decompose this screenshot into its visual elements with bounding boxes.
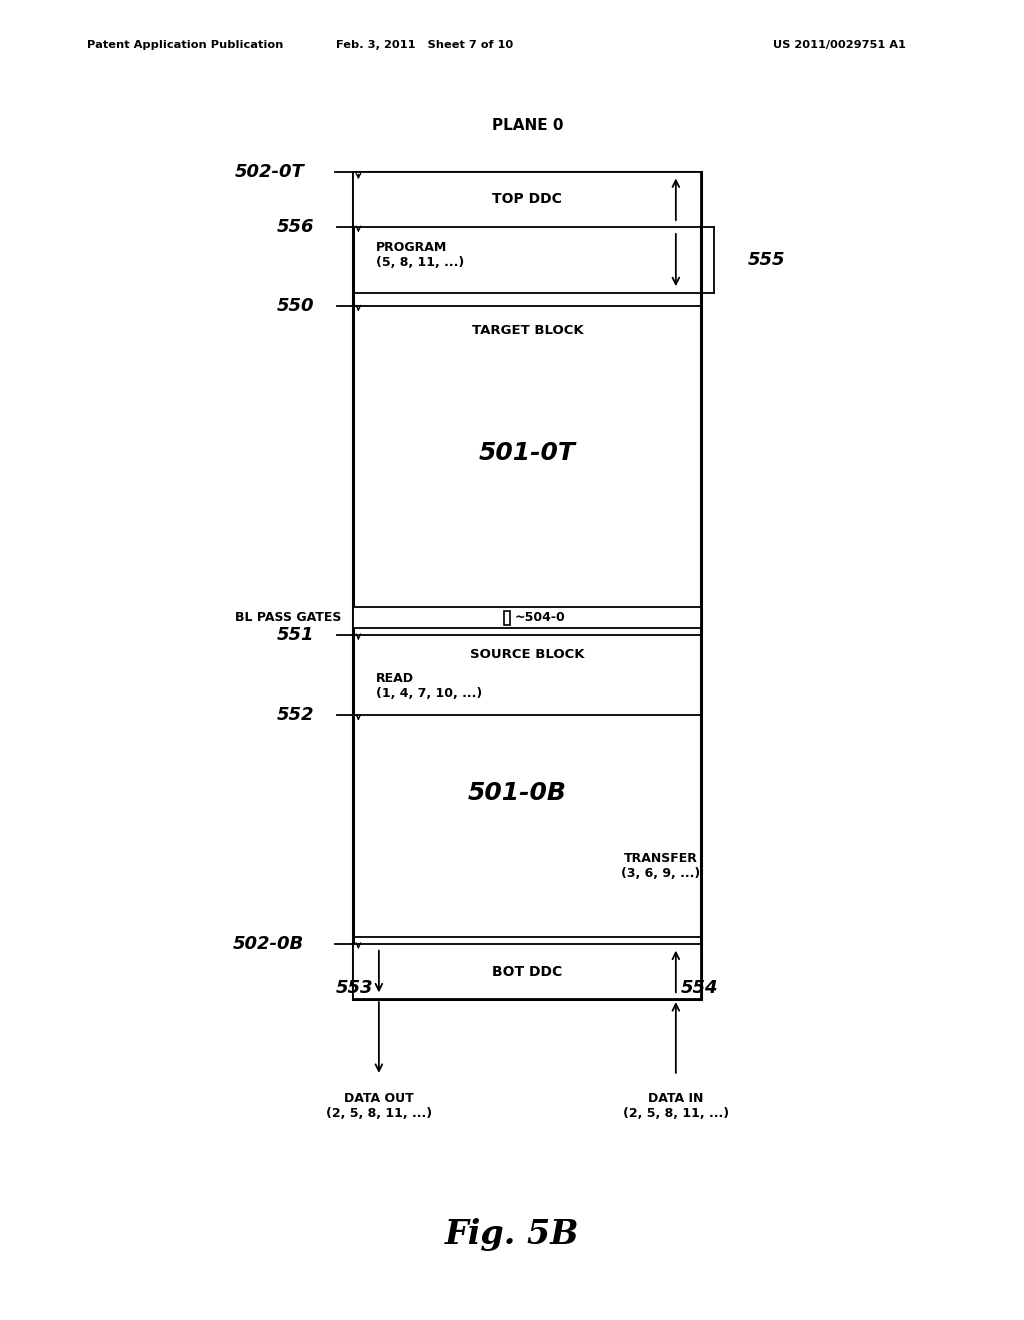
Text: DATA IN
(2, 5, 8, 11, ...): DATA IN (2, 5, 8, 11, ...)	[623, 1092, 729, 1119]
Bar	[353, 944, 701, 999]
Text: Patent Application Publication: Patent Application Publication	[87, 40, 284, 50]
Text: TOP DDC: TOP DDC	[493, 193, 562, 206]
Text: 551: 551	[276, 626, 314, 644]
Bar	[353, 607, 701, 628]
Text: PLANE 0: PLANE 0	[492, 117, 563, 133]
Text: SOURCE BLOCK: SOURCE BLOCK	[470, 648, 585, 661]
Text: BL PASS GATES: BL PASS GATES	[234, 611, 341, 624]
Text: US 2011/0029751 A1: US 2011/0029751 A1	[773, 40, 906, 50]
Text: 553: 553	[336, 978, 374, 997]
Text: 501-0T: 501-0T	[479, 441, 575, 466]
Text: 502-0T: 502-0T	[234, 162, 304, 181]
Text: 501-0B: 501-0B	[468, 781, 566, 805]
Bar	[353, 172, 701, 999]
Bar	[504, 611, 510, 624]
Text: BOT DDC: BOT DDC	[493, 965, 562, 978]
Text: READ
(1, 4, 7, 10, ...): READ (1, 4, 7, 10, ...)	[376, 672, 482, 700]
Text: 502-0B: 502-0B	[232, 935, 304, 953]
Text: DATA OUT
(2, 5, 8, 11, ...): DATA OUT (2, 5, 8, 11, ...)	[326, 1092, 432, 1119]
Text: TARGET BLOCK: TARGET BLOCK	[471, 323, 584, 337]
Text: 550: 550	[276, 297, 314, 315]
Bar	[353, 172, 701, 227]
Text: 552: 552	[276, 706, 314, 725]
Text: Fig. 5B: Fig. 5B	[444, 1217, 580, 1251]
Text: TRANSFER
(3, 6, 9, ...): TRANSFER (3, 6, 9, ...)	[621, 851, 700, 880]
Text: 556: 556	[276, 218, 314, 236]
Text: 554: 554	[681, 978, 719, 997]
Text: ~504-0: ~504-0	[515, 611, 565, 624]
Text: 555: 555	[748, 251, 785, 269]
Text: Feb. 3, 2011   Sheet 7 of 10: Feb. 3, 2011 Sheet 7 of 10	[336, 40, 514, 50]
Text: PROGRAM
(5, 8, 11, ...): PROGRAM (5, 8, 11, ...)	[376, 240, 464, 269]
